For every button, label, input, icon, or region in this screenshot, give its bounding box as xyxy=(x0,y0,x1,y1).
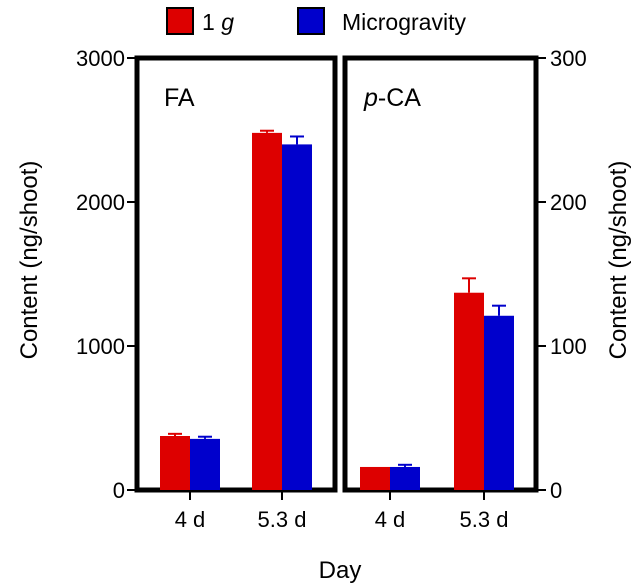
x-axis-title: Day xyxy=(319,557,362,584)
x-tick-label-fa-0: 4 d xyxy=(175,507,206,532)
y-tick-label-fa-2: 2000 xyxy=(76,190,125,215)
legend-swatch-1g xyxy=(166,7,194,35)
y-tick-label-pca-2: 200 xyxy=(550,190,587,215)
bar-pca-4d-microgravity xyxy=(390,466,420,490)
bar-fa-53d-1g xyxy=(252,132,282,490)
y-tick-label-fa-3: 3000 xyxy=(76,46,125,71)
bar-pca-4d-1g xyxy=(360,466,390,490)
y-tick-label-pca-1: 100 xyxy=(550,334,587,359)
y-tick-label-pca-3: 300 xyxy=(550,46,587,71)
y-axis-title-right: Content (ng/shoot) xyxy=(605,161,632,360)
x-tick-label-pca-1: 5.3 d xyxy=(460,507,509,532)
y-tick-label-fa-1: 1000 xyxy=(76,334,125,359)
panel-pca-frame xyxy=(342,55,539,493)
y-tick-label-fa-0: 0 xyxy=(113,478,125,503)
legend: 1 g Microgravity xyxy=(166,7,466,35)
y-axis-title-left: Content (ng/shoot) xyxy=(16,161,43,360)
legend-label-microgravity: Microgravity xyxy=(342,9,466,35)
bar-fa-4d-microgravity xyxy=(190,438,220,490)
legend-label-1g: 1 g xyxy=(202,9,234,35)
chart-marks: 4 d 5.3 d 0 1000 2000 3000 4 d 5.3 d 0 100 200 300 xyxy=(76,46,587,532)
bar-fa-53d-microgravity xyxy=(282,144,312,490)
y-tick-label-pca-0: 0 xyxy=(550,478,562,503)
panel-fa-label: FA xyxy=(164,84,195,112)
bar-pca-53d-1g xyxy=(454,292,484,490)
panel-fa-frame xyxy=(134,55,338,493)
legend-swatch-microgravity xyxy=(297,7,325,35)
x-tick-label-fa-1: 5.3 d xyxy=(258,507,307,532)
x-tick-label-pca-0: 4 d xyxy=(375,507,406,532)
bar-fa-4d-1g xyxy=(160,436,190,490)
bar-pca-53d-microgravity xyxy=(484,315,514,490)
panel-pca-label: p-CA xyxy=(363,84,421,112)
